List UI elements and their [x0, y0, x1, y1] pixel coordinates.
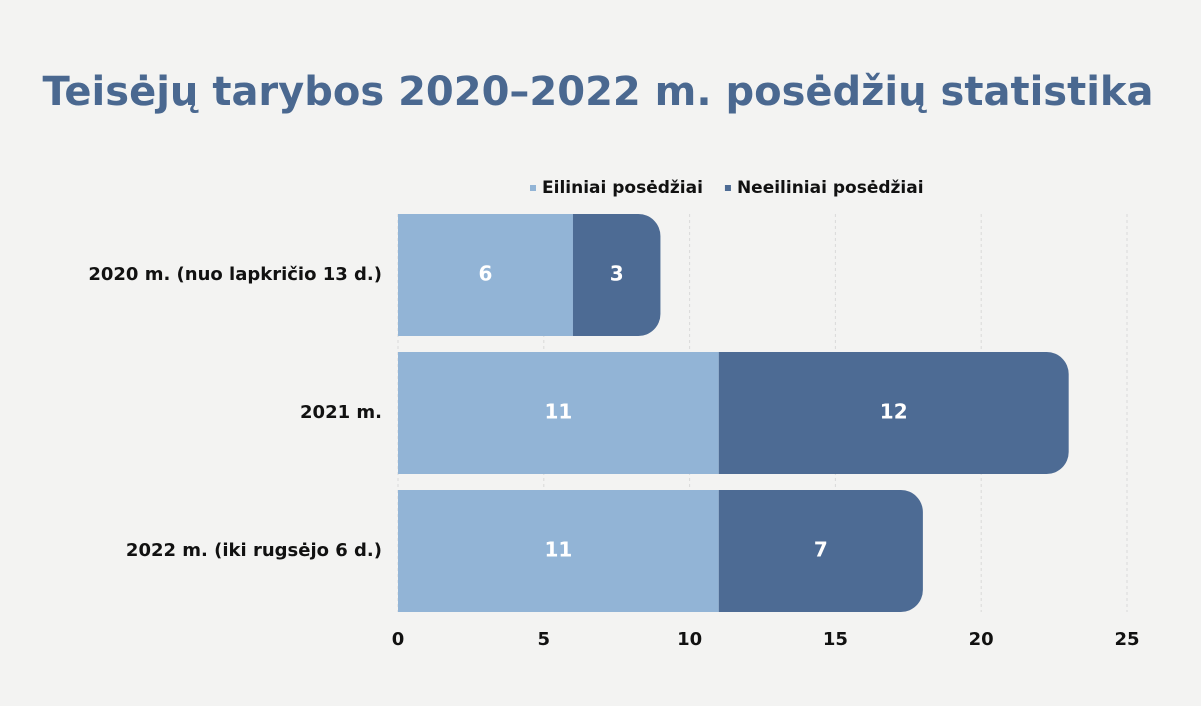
data-label: 11 — [544, 400, 572, 424]
bar — [718, 490, 923, 612]
bar — [398, 352, 719, 474]
x-tick-label: 20 — [969, 629, 994, 650]
data-label: 6 — [479, 262, 493, 286]
legend-swatch — [530, 185, 536, 191]
bar — [398, 490, 719, 612]
bar — [398, 214, 573, 336]
y-tick-label: 2021 m. — [300, 402, 382, 423]
bar — [718, 352, 1069, 474]
legend-swatch — [724, 185, 731, 191]
x-tick-label: 10 — [677, 629, 702, 650]
bar — [572, 214, 661, 336]
legend-label: Neeiliniai posėdžiai — [737, 178, 924, 198]
data-label: 12 — [880, 400, 908, 424]
legend-label: Eiliniai posėdžiai — [542, 178, 703, 198]
chart-title: Teisėjų tarybos 2020–2022 m. posėdžių st… — [42, 69, 1153, 115]
data-label: 11 — [544, 538, 572, 562]
data-label: 3 — [610, 262, 624, 286]
x-tick-label: 0 — [392, 629, 405, 650]
data-label: 7 — [814, 538, 828, 562]
x-tick-label: 5 — [538, 629, 551, 650]
y-tick-label: 2020 m. (nuo lapkričio 13 d.) — [88, 264, 382, 285]
y-tick-label: 2022 m. (iki rugsėjo 6 d.) — [126, 540, 382, 561]
x-tick-label: 15 — [823, 629, 848, 650]
x-tick-label: 25 — [1114, 629, 1139, 650]
